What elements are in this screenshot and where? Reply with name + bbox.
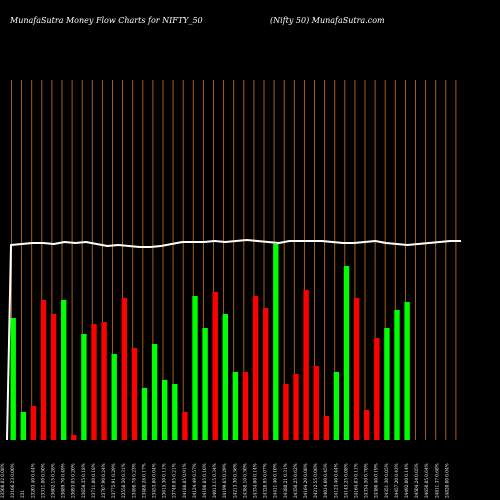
x-tick-label: 23203.40 0.44% [30, 463, 35, 498]
x-tick-label: 23488.28 0.17% [141, 463, 146, 498]
volume-bar [293, 374, 299, 440]
x-tick-label: 23707.90 0.24% [101, 463, 106, 498]
volume-bar [30, 406, 37, 440]
x-tick-label: 24334.00 0.14% [253, 463, 258, 498]
volume-bar [71, 435, 77, 440]
x-tick-label: 24123.40 0.44% [333, 463, 338, 498]
x-tick-label: 24350.25 0.62% [293, 463, 298, 498]
x-tick-label: 24411.40 0.10% [273, 463, 278, 498]
x-tick-label: 24164.20 0.08% [303, 463, 308, 498]
volume-bar [141, 388, 148, 440]
x-tick-label: 24504.24 0.05% [414, 463, 419, 498]
x-tick-label: 23558.50 0.31% [121, 463, 126, 498]
x-tick-label: 24164.83 0.11% [354, 463, 359, 498]
x-tick-label: 24492.00 0.14% [404, 463, 409, 498]
volume-bar [313, 366, 319, 440]
volume-bars [10, 244, 410, 440]
x-tick-label: 24328.95 0.07% [263, 463, 268, 498]
x-tick-label: 23498.78 0.23% [131, 463, 136, 498]
volume-bar [101, 322, 107, 440]
volume-bar [182, 412, 188, 440]
x-tick-label: 23775.91 0.29% [111, 463, 116, 498]
x-tick-label: 24198.85 0.16% [202, 463, 207, 498]
volume-bar [394, 310, 400, 440]
volume-bar [111, 354, 117, 440]
chart-source: (Nifty 50) MunafaSutra.com [270, 16, 385, 25]
volume-bar [162, 380, 168, 440]
x-tick-label: 24388.10 0.30% [242, 463, 247, 498]
x-tick-label: 24380.21 0.31% [283, 463, 288, 498]
volume-bar [263, 308, 269, 440]
money-flow-line [6, 239, 461, 441]
volume-bar [91, 324, 97, 440]
money-flow-series [6, 239, 461, 441]
x-tick-label: 24820.00 0.04% [444, 463, 449, 498]
volume-bar [50, 314, 57, 440]
volume-bar [20, 412, 26, 440]
x-tick-label: 24188.65 0.91% [182, 463, 187, 498]
x-tick-label: 24143.25 0.08% [343, 463, 348, 498]
volume-bar [131, 348, 138, 440]
x-tick-label: 24811.37 0.68% [434, 463, 439, 498]
x-axis-labels: 23508.82 0.08% 23166.23 0.00% 231 23203.40 … [0, 463, 449, 498]
x-tick-label: 24013.15 0.34% [212, 463, 217, 498]
volume-bar [212, 292, 218, 440]
volume-bar [172, 384, 178, 440]
x-tick-label: 23658.35 0.18% [81, 463, 86, 498]
x-tick-label: 23602.15 0.28% [51, 463, 56, 498]
volume-bar [404, 302, 410, 440]
volume-bar [384, 328, 390, 440]
x-tick-label: 23453.80 0.04% [152, 463, 157, 498]
volume-bar [374, 338, 380, 440]
volume-bar [242, 372, 249, 440]
x-tick-label: 24457.20 0.43% [394, 463, 399, 498]
x-tick-label: 23615.30 0.11% [162, 463, 167, 498]
x-tick-label: 23166.23 0.00% [10, 463, 15, 498]
x-tick-label: 23689.70 0.49% [61, 463, 66, 498]
x-tick-label: 23508.82 0.08% [0, 463, 5, 498]
x-tick-label: 24650.85 0.64% [424, 463, 429, 498]
x-tick-label: 23311.80 0.50% [40, 463, 45, 498]
volume-bar [232, 372, 239, 440]
chart-title: MunafaSutra Money Flow Charts for NIFTY_… [9, 16, 203, 25]
volume-bar [364, 410, 370, 440]
volume-bar [343, 266, 350, 440]
x-tick-label: 23693.05 0.20% [71, 463, 76, 498]
x-tick-label: 24351.30 0.05% [384, 463, 389, 498]
volume-bar [121, 298, 127, 440]
x-tick-label: 23711.80 0.18% [91, 463, 96, 498]
x-tick-label: 24213.30 0.36% [232, 463, 237, 498]
x-tick-label: 24199.65 0.29% [222, 463, 227, 498]
volume-bar [323, 416, 329, 440]
x-tick-label: 24124.49 0.57% [192, 463, 197, 498]
volume-bar [252, 296, 259, 440]
volume-bar [81, 334, 87, 440]
volume-bar [303, 290, 309, 440]
volume-bar [61, 300, 67, 440]
volume-bar [40, 300, 47, 440]
x-tick-label: 24380.40 0.19% [374, 463, 379, 498]
volume-bar [202, 328, 208, 440]
volume-bar [222, 314, 228, 440]
volume-bar [192, 296, 198, 440]
x-tick-label: 24334.50 0.70% [364, 463, 369, 498]
x-tick-label: 24212.55 0.06% [313, 463, 318, 498]
volume-bar [10, 318, 16, 440]
volume-bar [283, 384, 289, 440]
x-tick-label: 24014.60 0.45% [323, 463, 328, 498]
x-tick-label: 231 [20, 490, 25, 498]
volume-bar [151, 344, 158, 440]
x-tick-label: 23749.05 0.21% [172, 463, 177, 498]
volume-bar [353, 298, 360, 440]
volume-bar [273, 244, 279, 440]
volume-bar [333, 372, 340, 440]
